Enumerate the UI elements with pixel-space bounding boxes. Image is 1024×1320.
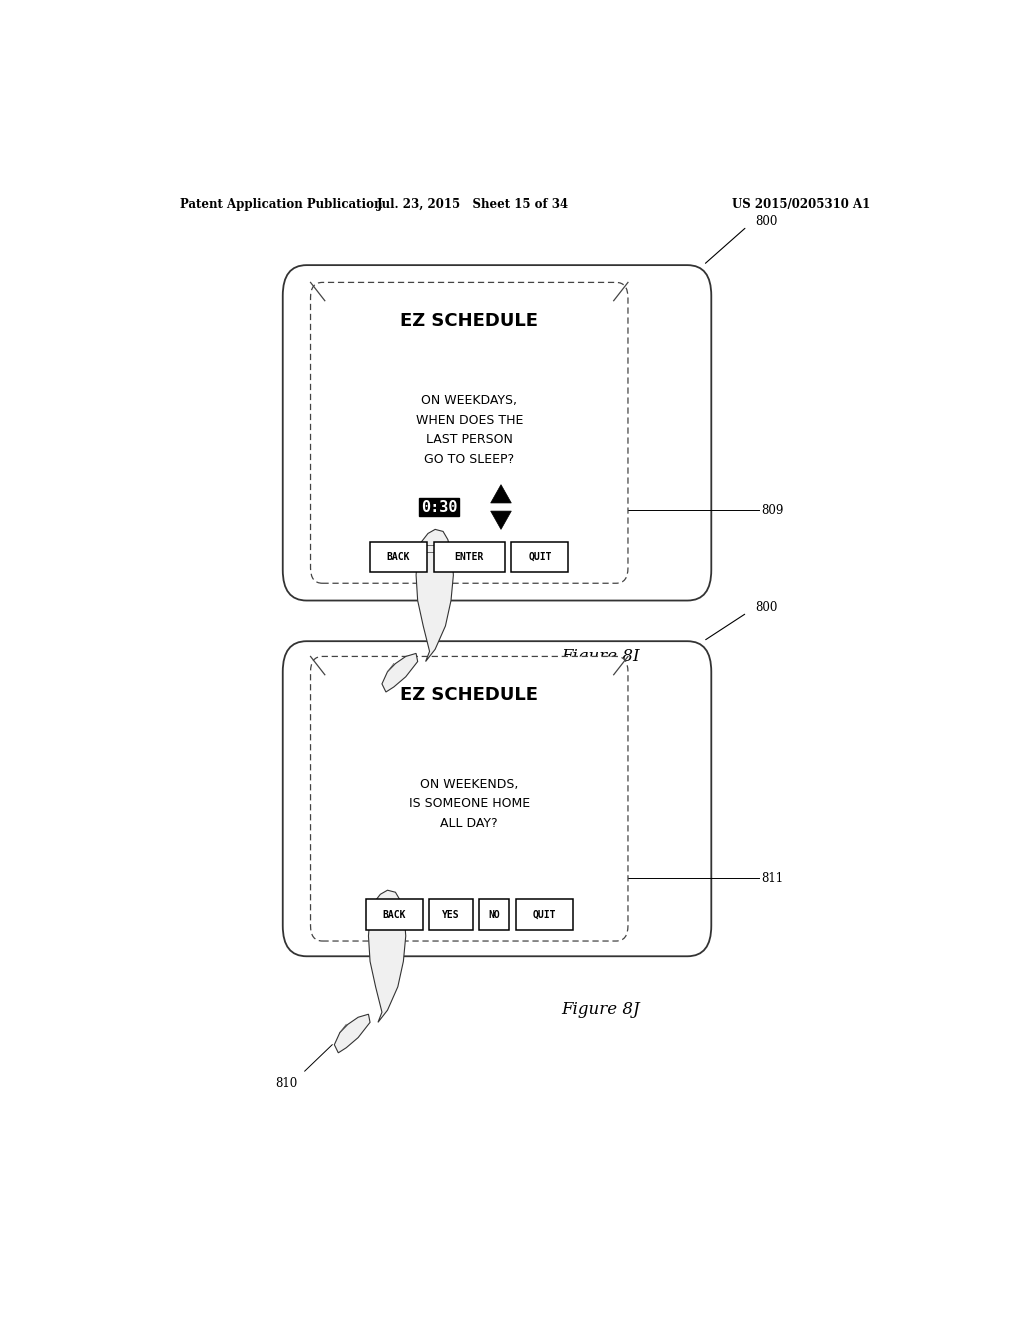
PathPatch shape (334, 1014, 370, 1053)
FancyBboxPatch shape (479, 899, 509, 929)
Text: QUIT: QUIT (532, 909, 556, 920)
Text: QUIT: QUIT (528, 552, 552, 562)
Text: 810: 810 (274, 1077, 297, 1090)
Polygon shape (490, 511, 511, 529)
Text: EZ SCHEDULE: EZ SCHEDULE (400, 686, 539, 704)
PathPatch shape (382, 653, 418, 692)
Text: 800: 800 (755, 601, 777, 614)
FancyBboxPatch shape (310, 656, 628, 941)
Text: ON WEEKDAYS,
WHEN DOES THE
LAST PERSON
GO TO SLEEP?: ON WEEKDAYS, WHEN DOES THE LAST PERSON G… (416, 395, 523, 466)
Text: ENTER: ENTER (455, 552, 484, 562)
FancyBboxPatch shape (283, 265, 712, 601)
Text: 809: 809 (761, 503, 783, 516)
Text: 811: 811 (761, 871, 783, 884)
FancyBboxPatch shape (370, 541, 427, 572)
FancyBboxPatch shape (511, 541, 568, 572)
Text: 800: 800 (755, 215, 777, 228)
FancyBboxPatch shape (310, 282, 628, 583)
PathPatch shape (416, 529, 454, 661)
Text: Figure 8J: Figure 8J (561, 1001, 640, 1018)
Text: 0:30: 0:30 (421, 499, 458, 515)
FancyBboxPatch shape (366, 899, 423, 929)
Text: NO: NO (488, 909, 500, 920)
Text: YES: YES (442, 909, 460, 920)
FancyBboxPatch shape (433, 541, 505, 572)
Text: 0:30: 0:30 (421, 499, 458, 515)
Text: Jul. 23, 2015   Sheet 15 of 34: Jul. 23, 2015 Sheet 15 of 34 (377, 198, 569, 211)
Text: US 2015/0205310 A1: US 2015/0205310 A1 (732, 198, 870, 211)
Text: ON WEEKENDS,
IS SOMEONE HOME
ALL DAY?: ON WEEKENDS, IS SOMEONE HOME ALL DAY? (409, 777, 529, 830)
Text: BACK: BACK (383, 909, 406, 920)
FancyBboxPatch shape (283, 642, 712, 956)
PathPatch shape (369, 890, 406, 1022)
Text: 810: 810 (331, 711, 352, 723)
Text: EZ SCHEDULE: EZ SCHEDULE (400, 312, 539, 330)
Text: BACK: BACK (387, 552, 411, 562)
Text: Patent Application Publication: Patent Application Publication (179, 198, 382, 211)
Text: Figure 8I: Figure 8I (561, 648, 640, 665)
FancyBboxPatch shape (516, 899, 572, 929)
Polygon shape (490, 484, 511, 503)
FancyBboxPatch shape (429, 899, 473, 929)
